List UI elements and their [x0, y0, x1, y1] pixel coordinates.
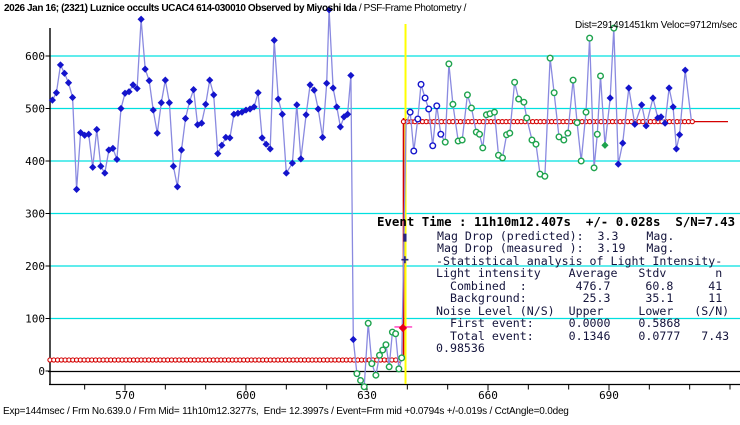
x-tick-label: 630: [357, 389, 377, 402]
x-tick-label: 600: [236, 389, 256, 402]
y-tick-label: 0: [38, 365, 45, 378]
x-tick-label: 570: [115, 389, 135, 402]
title-distance-velocity: Dist=291491451km Veloc=9712m/sec: [574, 20, 737, 31]
axes: [48, 28, 740, 386]
y-tick-label: 500: [25, 103, 45, 116]
y-tick-label: 200: [25, 260, 45, 273]
y-tick-label: 100: [25, 313, 45, 326]
event-time-result: Event Time : 11h10m12.407s +/- 0.028s S/…: [377, 214, 736, 229]
event-annotations: [394, 233, 413, 333]
y-tick-label: 600: [25, 50, 45, 63]
y-axis-ticks-labels: 0 100 200 300 400 500 600: [25, 50, 50, 378]
status-bar: Exp=144msec / Frm No.639.0 / Frm Mid= 11…: [3, 406, 569, 417]
model-fit: [47, 117, 728, 363]
statistical-analysis-table: -Statistical analysis of Light Intensity…: [436, 254, 730, 356]
gridlines: [50, 55, 740, 320]
light-curve-markers: [48, 6, 689, 391]
title-observation: 2026 Jan 16; (2321) Luznice occults UCAC…: [4, 3, 357, 14]
title-method: / PSF-Frame Photometry /: [356, 3, 467, 14]
y-tick-label: 400: [25, 155, 45, 168]
x-axis-ticks-labels: 570 600 630 660 690: [84, 384, 731, 402]
x-tick-label: 690: [599, 389, 619, 402]
mag-drop-lines: Mag Drop (predicted): 3.3 Mag. Mag Drop …: [437, 229, 675, 256]
y-tick-label: 300: [25, 208, 45, 221]
event-tick-marker: [403, 233, 407, 242]
page-title: 2026 Jan 16; (2321) Luznice occults UCAC…: [4, 3, 466, 14]
x-tick-label: 660: [478, 389, 498, 402]
event-plus-marker: [401, 256, 409, 264]
